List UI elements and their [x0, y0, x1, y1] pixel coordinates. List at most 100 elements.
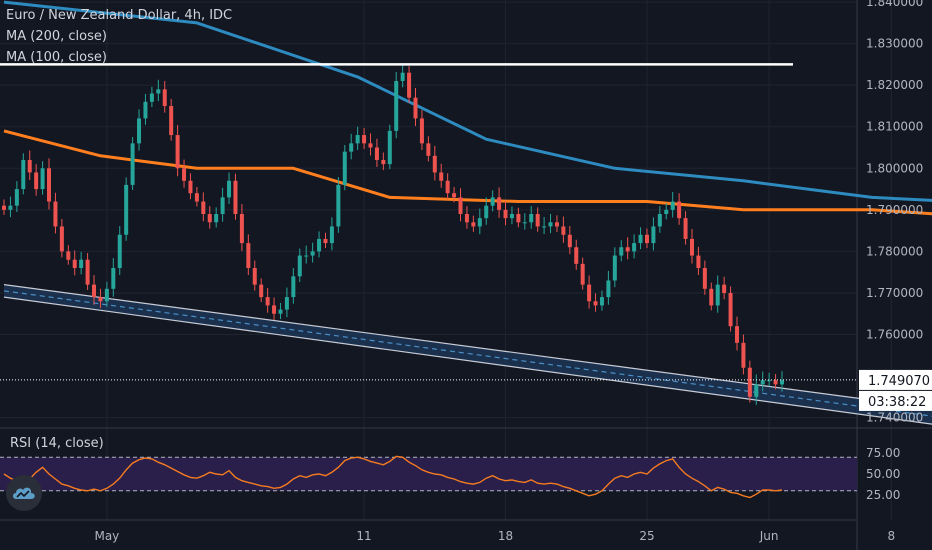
candle-body [734, 326, 739, 343]
price-tick-label: 1.820000 [866, 78, 923, 92]
candle-body [72, 259, 77, 269]
candle-body [201, 201, 206, 214]
candle-body [503, 209, 508, 219]
candle-body [715, 284, 720, 306]
candle-body [760, 380, 765, 385]
time-tick-label: Jun [759, 529, 779, 543]
candle-body [452, 193, 457, 198]
candle-body [227, 180, 232, 198]
symbol-title[interactable]: Euro / New Zealand Dollar, 4h, IDC [6, 8, 233, 23]
tradingview-logo-icon[interactable] [6, 475, 42, 511]
candle-body [47, 168, 52, 202]
price-tick-label: 1.830000 [866, 37, 923, 51]
candle-body [329, 226, 334, 244]
last-price-value: 1.749070 [868, 374, 930, 389]
rsi-legend[interactable]: RSI (14, close) [10, 436, 104, 451]
candle-body [419, 118, 424, 144]
candle-body [169, 105, 174, 136]
candle-body [149, 93, 154, 102]
candle-body [535, 214, 540, 227]
candle-body [342, 151, 347, 185]
candle-body [362, 135, 367, 144]
candle-body [156, 89, 161, 94]
candle-body [516, 214, 521, 223]
candle-body [317, 238, 322, 252]
candles [2, 64, 784, 405]
candle-body [233, 180, 238, 214]
candle-body [137, 118, 142, 144]
candle-body [355, 135, 360, 144]
ma100-legend[interactable]: MA (100, close) [6, 50, 107, 65]
candle-body [284, 297, 289, 310]
candle-body [567, 234, 572, 248]
candle-body [747, 367, 752, 397]
time-tick-label: 18 [498, 529, 513, 543]
candle-body [381, 159, 386, 165]
candle-body [548, 222, 553, 227]
candle-body [85, 259, 90, 285]
candle-body [509, 214, 514, 219]
last-price-tag: 1.749070 03:38:22 [859, 369, 932, 411]
channel-lower-line [3, 296, 932, 425]
candle-body [92, 284, 97, 298]
time-tick-label: 25 [639, 529, 654, 543]
candle-body [175, 135, 180, 169]
candle-body [111, 268, 116, 289]
candle-body [471, 222, 476, 227]
candle-body [27, 159, 32, 173]
candle-body [59, 226, 64, 252]
candle-body [426, 143, 431, 156]
candle-body [387, 130, 392, 165]
candle-body [632, 243, 637, 252]
candle-body [252, 268, 257, 285]
candle-body [497, 197, 502, 210]
candle-body [593, 301, 598, 306]
candle-body [561, 226, 566, 235]
candle-body [651, 226, 656, 244]
candle-body [689, 238, 694, 256]
price-tick-label: 1.780000 [866, 244, 923, 258]
ma100-line [3, 129, 932, 216]
candle-body [587, 284, 592, 302]
candle-body [188, 180, 193, 194]
candle-body [34, 172, 39, 190]
candle-body [239, 214, 244, 244]
price-axis: 1.840000 1.830000 1.820000 1.810000 1.800000… [866, 0, 923, 425]
candle-body [79, 259, 84, 269]
candle-body [619, 247, 624, 256]
ma200-line [3, 0, 932, 202]
candle-body [554, 222, 559, 227]
time-tick-label: 11 [356, 529, 371, 543]
candle-body [214, 214, 219, 223]
candle-body [477, 218, 482, 227]
candle-body [625, 247, 630, 252]
candle-body [606, 280, 611, 298]
candle-body [394, 81, 399, 131]
candle-body [182, 168, 187, 181]
candle-body [542, 226, 547, 228]
candle-body [304, 255, 309, 257]
ma200-legend[interactable]: MA (200, close) [6, 29, 107, 44]
candle-body [580, 263, 585, 285]
price-tick-label: 1.790000 [866, 203, 923, 217]
candle-body [644, 234, 649, 244]
rsi-line [3, 455, 783, 499]
price-tick-label: 1.810000 [866, 120, 923, 134]
candle-body [130, 143, 135, 185]
candle-body [124, 184, 129, 235]
candle-body [246, 243, 251, 269]
candle-body [207, 214, 212, 223]
price-tick-label: 1.760000 [866, 328, 923, 342]
grid-lines [0, 0, 892, 520]
candle-body [259, 284, 264, 298]
price-tick-label: 1.740000 [866, 411, 923, 425]
candle-body [349, 143, 354, 152]
rsi-tick-label: 25.00 [866, 488, 900, 502]
candle-body [278, 309, 283, 314]
candle-body [220, 197, 225, 214]
candle-body [374, 147, 379, 160]
candle-body [265, 297, 270, 306]
candle-body [162, 89, 167, 106]
candle-body [728, 292, 733, 327]
